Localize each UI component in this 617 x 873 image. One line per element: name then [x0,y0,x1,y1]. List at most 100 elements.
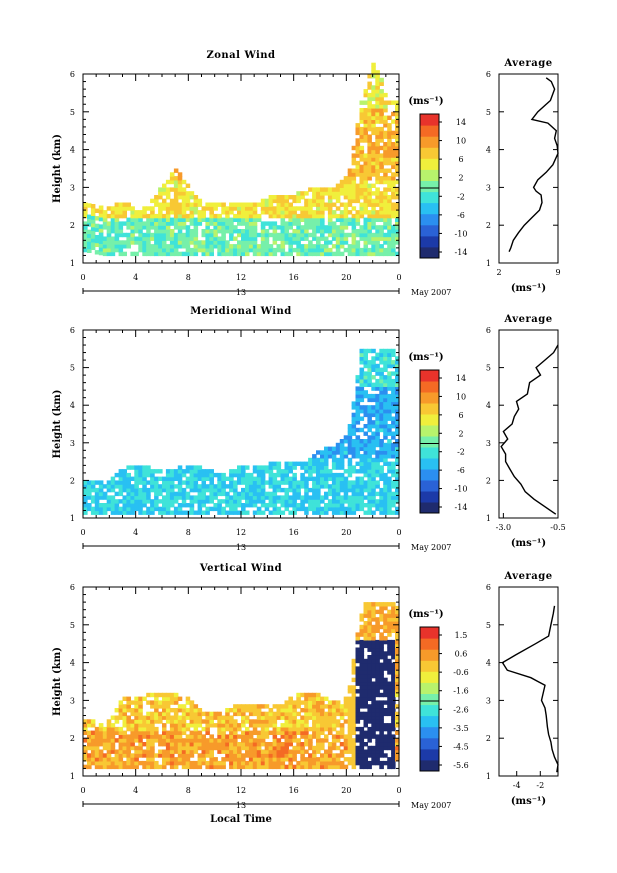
heatmap-cell [158,734,163,739]
heatmap-cell [320,202,325,207]
heatmap-cell [90,241,96,247]
heatmap-cell [391,213,396,219]
heatmap-cell [138,503,143,508]
heatmap-cell [150,764,155,770]
heatmap-cell [316,465,321,470]
heatmap-cell [304,700,309,705]
heatmap-cell [351,217,357,222]
heatmap-cell [395,213,400,219]
heatmap-cell [252,229,258,234]
heatmap-cell [355,499,361,504]
heatmap-cell [245,476,250,481]
heatmap-cell [371,651,376,656]
heatmap-cell [221,499,226,504]
heatmap-cell [331,487,337,493]
heatmap-cell [383,480,388,485]
heatmap-cell [331,734,337,739]
heatmap-cell [395,624,400,630]
heatmap-cell [359,134,365,139]
heatmap-cell [379,232,384,238]
heatmap-cell [367,726,372,732]
heatmap-cell [177,244,183,249]
heatmap-cell [276,469,282,474]
heatmap-cell [331,480,337,485]
heatmap-cell [339,232,345,238]
heatmap-cell [102,734,108,739]
heatmap-cell [185,217,191,222]
heatmap-cell [324,726,329,732]
heatmap-cell [146,510,151,515]
heatmap-cell [268,711,274,717]
avg-y-tick-label: 3 [486,439,491,448]
heatmap-cell [272,734,278,739]
heatmap-cell [197,198,203,204]
heatmap-cell [158,484,163,489]
heatmap-cell [106,232,112,238]
heatmap-cell [272,738,278,743]
heatmap-cell [154,692,159,698]
heatmap-cell [331,454,337,459]
heatmap-cell [339,210,345,215]
heatmap-cell [252,202,258,207]
heatmap-cell [292,757,297,762]
heatmap-cell [241,503,246,508]
heatmap-cell [162,742,167,747]
heatmap-cell [118,704,124,709]
heatmap-cell [146,726,151,732]
heatmap [83,62,400,257]
heatmap-cell [150,704,155,709]
heatmap-cell [87,719,92,724]
heatmap-cell [391,210,396,215]
heatmap-cell [363,89,368,94]
heatmap-cell [363,760,368,766]
heatmap-cell [233,764,238,770]
heatmap-cell [154,495,159,500]
heatmap-cell [371,367,376,372]
heatmap-cell [343,700,349,705]
heatmap-cell [395,119,400,124]
heatmap-cell [383,153,388,158]
heatmap-cell [320,506,325,512]
heatmap-cell [387,476,392,481]
heatmap-cell [351,157,357,162]
heatmap-cell [264,745,270,751]
heatmap-cell [316,457,321,463]
heatmap-cell [387,210,392,215]
heatmap-cell [379,427,384,433]
heatmap-cell [395,673,400,679]
heatmap-cell [347,503,353,508]
heatmap-cell [83,484,88,489]
heatmap-cell [83,232,88,238]
colorbar: (ms⁻¹)1.50.6-0.6-1.6-2.6-3.5-4.5-5.6 [408,609,469,772]
heatmap-cell [383,495,388,500]
colorbar-tick-label: -5.6 [453,761,468,770]
heatmap-cell [197,708,203,713]
heatmap-cell [158,213,163,219]
heatmap-cell [169,723,175,728]
heatmap-cell [213,760,218,766]
heatmap-cell [339,457,345,463]
y-tick-label: 5 [70,621,75,630]
heatmap-cell [256,484,262,489]
colorbar-segment [420,370,439,382]
heatmap-cell [395,390,400,395]
heatmap-cell [158,700,163,705]
heatmap-cell [288,244,293,249]
heatmap-cell [217,480,222,485]
heatmap-cell [383,179,388,185]
heatmap-cell [339,217,345,222]
average-profile-line [501,605,559,773]
heatmap-cell [252,232,258,238]
heatmap-cell [83,213,88,219]
heatmap-cell [280,503,286,508]
heatmap-cell [106,229,112,234]
heatmap-cell [292,472,297,478]
heatmap-cell [296,191,301,196]
heatmap-cell [169,244,175,249]
heatmap-cell [134,715,139,720]
heatmap-cell [331,484,337,489]
heatmap-cell [138,240,143,245]
heatmap-cell [292,491,297,497]
heatmap-cell [395,636,400,641]
heatmap-cell [316,461,321,466]
